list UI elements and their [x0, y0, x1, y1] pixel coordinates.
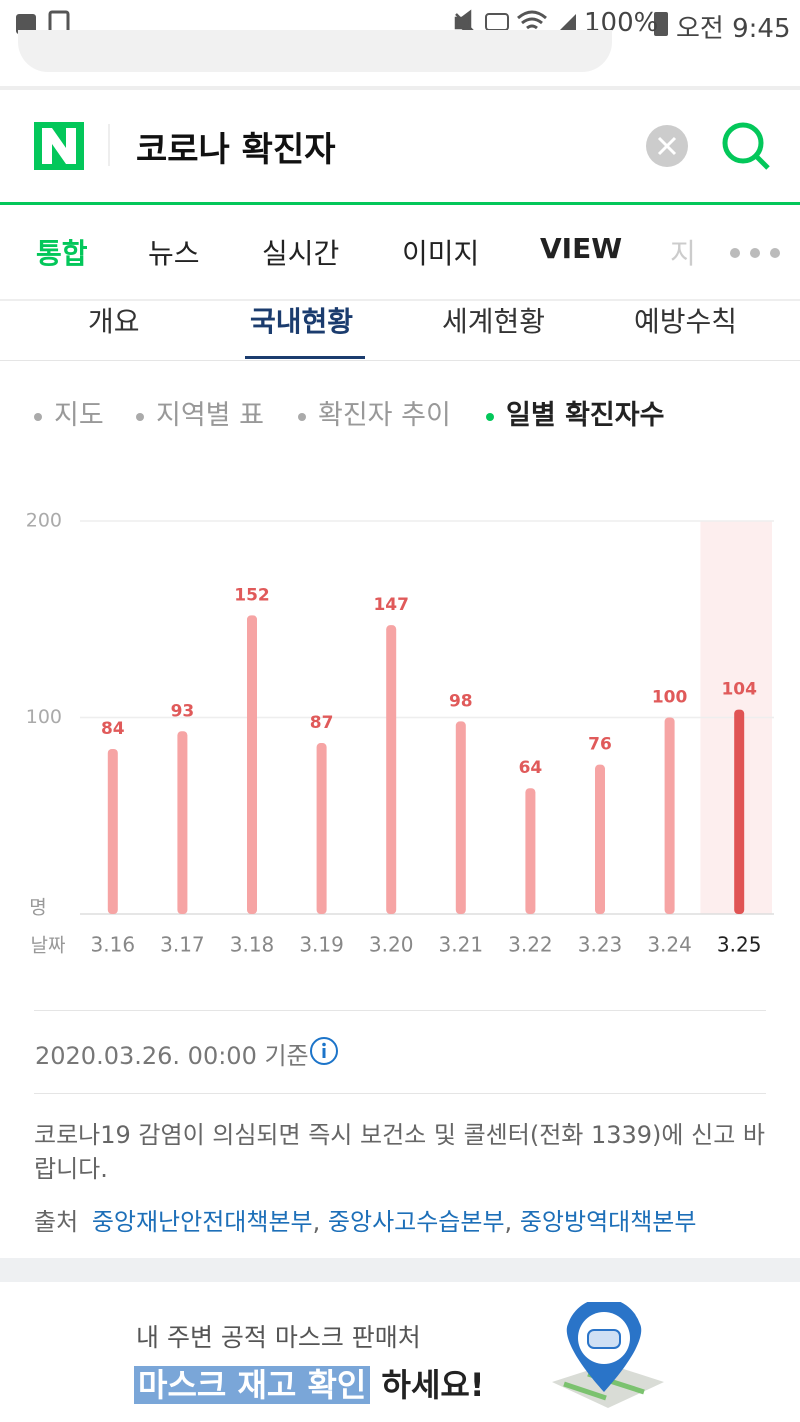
value-label: 147 — [373, 595, 409, 615]
x-tick-label: 3.18 — [230, 933, 275, 957]
bar — [247, 615, 257, 914]
divider — [34, 1010, 766, 1011]
chart: 100 200 명날짜 3.16 84 3.17 93 3.18 152 3.19 87 3.20 14… — [26, 510, 774, 957]
subtab[interactable]: 개요 — [88, 305, 140, 338]
header-line — [0, 202, 800, 205]
separator: , — [312, 1208, 321, 1236]
bar — [595, 764, 605, 914]
view-link[interactable]: 지역별 표 — [136, 393, 264, 432]
view-text: 지역별 표 — [156, 400, 264, 431]
prev-search-bar — [18, 30, 612, 72]
banner-title: 마스크 재고 확인 하세요! — [134, 1360, 484, 1406]
y-tick-label: 200 — [26, 510, 62, 532]
banner-subtitle: 내 주변 공적 마스크 판매처 — [136, 1323, 421, 1352]
notice: 코로나19 감염이 의심되면 즉시 보건소 및 콜센터(전화 1339)에 신고… — [34, 1121, 766, 1183]
info-icon[interactable] — [309, 1036, 339, 1066]
tab[interactable]: 통합 — [36, 237, 88, 270]
bullet — [486, 412, 494, 421]
time: 오전 9:45 — [676, 14, 791, 44]
y-tick-label: 100 — [26, 706, 62, 728]
bar — [734, 709, 745, 914]
mask-map-icon — [552, 1302, 664, 1408]
source-label: 출처 — [34, 1208, 79, 1236]
view-text: 확진자 추이 — [318, 400, 451, 431]
view-text: 일별 확진자수 — [506, 400, 665, 431]
bar — [316, 743, 327, 914]
value-label: 84 — [101, 719, 125, 739]
subtab[interactable]: 예방수칙 — [634, 305, 738, 338]
bar — [455, 721, 466, 914]
bar — [107, 748, 118, 914]
value-label: 100 — [652, 688, 688, 708]
x-tick-label: 3.23 — [578, 933, 623, 957]
search-query[interactable]: 코로나 확진자 — [136, 130, 336, 170]
x-tick-label: 3.21 — [439, 933, 484, 957]
view-link[interactable]: 일별 확진자수 — [486, 393, 664, 432]
source-link[interactable]: 중앙사고수습본부 — [327, 1208, 505, 1236]
tab[interactable]: 지 — [670, 237, 696, 270]
sources: 출처 중앙재난안전대책본부, 중앙사고수습본부, 중앙방역대책본부 — [34, 1202, 696, 1237]
x-tick-label: 3.16 — [91, 933, 136, 957]
x-tick-label: 3.20 — [369, 933, 414, 957]
search-button[interactable] — [720, 120, 772, 172]
divider — [0, 86, 800, 90]
divider — [34, 1093, 766, 1094]
bullet — [298, 412, 306, 421]
source-link[interactable]: 중앙재난안전대책본부 — [91, 1208, 313, 1236]
status-icons — [16, 9, 668, 37]
divider — [0, 360, 800, 361]
banner-suffix: 하세요! — [381, 1366, 485, 1404]
y-unit: 명 — [29, 897, 46, 919]
bullet — [34, 412, 42, 421]
x-tick-label: 3.25 — [717, 933, 762, 957]
banner-highlight: 마스크 재고 확인 — [134, 1366, 371, 1404]
more-button[interactable] — [728, 246, 788, 260]
bar — [386, 625, 397, 914]
x-axis-label: 날짜 — [31, 935, 66, 957]
clear-button[interactable] — [645, 124, 689, 168]
tab[interactable]: 이미지 — [402, 237, 480, 270]
bar — [177, 731, 188, 914]
divider — [0, 299, 800, 301]
x-tick-label: 3.17 — [160, 933, 205, 957]
bar — [525, 788, 536, 914]
subtab[interactable]: 세계현황 — [442, 305, 546, 338]
source-link[interactable]: 중앙방역대책본부 — [519, 1208, 697, 1236]
view-link[interactable]: 지도 — [34, 393, 104, 432]
subtab-underline — [245, 356, 365, 359]
value-label: 64 — [519, 758, 543, 778]
bar — [664, 717, 675, 914]
section-gap — [0, 1258, 800, 1282]
timestamp: 2020.03.26. 00:00 기준 — [35, 1042, 309, 1070]
value-label: 76 — [588, 735, 612, 755]
value-label: 104 — [721, 680, 757, 700]
view-text: 지도 — [54, 400, 104, 431]
logo-divider — [108, 124, 110, 166]
view-link[interactable]: 확진자 추이 — [298, 393, 451, 432]
subtab[interactable]: 국내현황 — [250, 305, 354, 338]
tab[interactable]: 실시간 — [262, 237, 340, 270]
value-label: 93 — [171, 701, 195, 721]
tab[interactable]: VIEW — [540, 232, 623, 265]
x-tick-label: 3.19 — [299, 933, 344, 957]
naver-logo[interactable] — [34, 122, 84, 170]
x-tick-label: 3.22 — [508, 933, 553, 957]
bullet — [136, 412, 144, 421]
x-tick-label: 3.24 — [647, 933, 692, 957]
separator: , — [504, 1208, 513, 1236]
value-label: 87 — [310, 713, 334, 733]
tab[interactable]: 뉴스 — [148, 237, 200, 270]
value-label: 98 — [449, 691, 473, 711]
value-label: 152 — [234, 585, 270, 605]
banner[interactable]: 내 주변 공적 마스크 판매처 마스크 재고 확인 하세요! — [0, 1282, 800, 1422]
